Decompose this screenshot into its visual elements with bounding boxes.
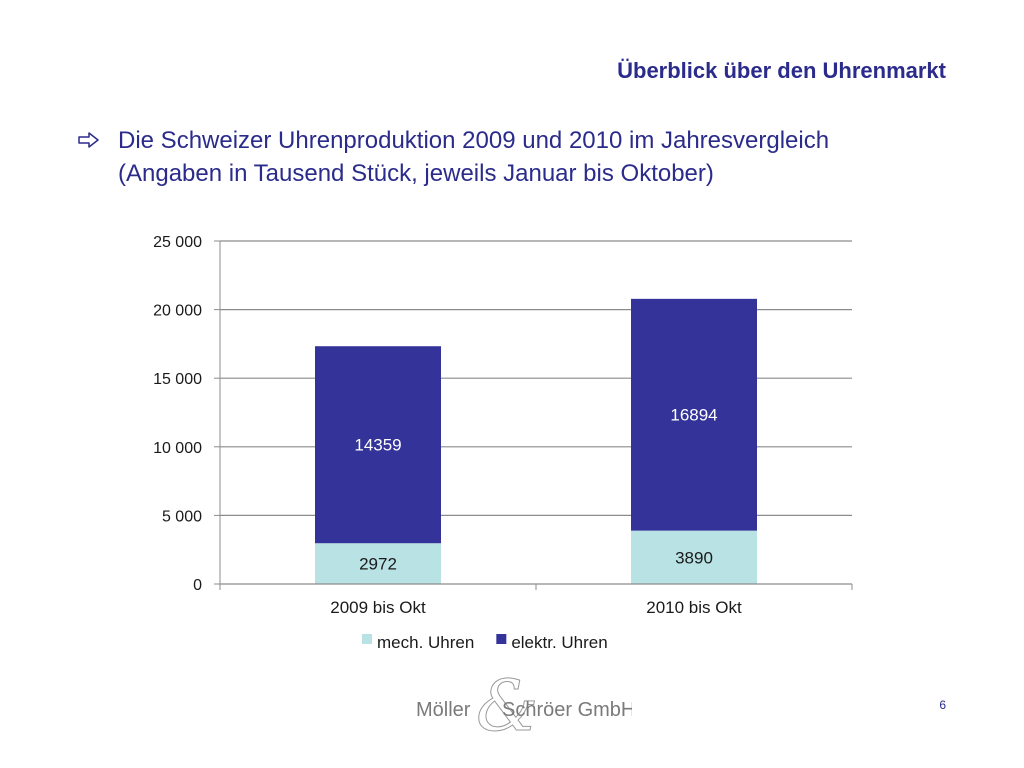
arrow-right-icon — [78, 124, 118, 190]
bullet-text: Die Schweizer Uhrenproduktion 2009 und 2… — [118, 124, 829, 190]
y-tick-label: 5 000 — [162, 508, 202, 525]
y-tick-label: 0 — [193, 577, 202, 594]
legend-swatch — [496, 634, 507, 644]
y-tick-label: 10 000 — [153, 440, 202, 457]
bars: 2972 14359 3890 16894 — [315, 298, 757, 584]
page-number: 6 — [939, 698, 946, 712]
legend-label: elektr. Uhren — [511, 633, 607, 652]
logo-text-right: Schröer GmbH — [502, 699, 632, 721]
x-tick-label: 2010 bis Okt — [646, 598, 742, 617]
y-tick-label: 25 000 — [153, 234, 202, 251]
slide-title: Überblick über den Uhrenmarkt — [617, 58, 946, 83]
bullet-line-1: Die Schweizer Uhrenproduktion 2009 und 2… — [118, 127, 830, 154]
company-logo: & Möller Schröer GmbH — [412, 665, 635, 748]
data-label: 16894 — [670, 406, 717, 425]
y-tick-label: 20 000 — [153, 303, 202, 320]
legend-item: mech. Uhren — [362, 633, 474, 652]
axes: 0 5 000 10 000 15 000 20 000 25 000 2009 bis O… — [153, 234, 853, 617]
bar-segment — [315, 346, 441, 544]
logo-ampersand: & — [476, 668, 538, 744]
bar-segment — [315, 543, 441, 584]
bar-segment — [631, 530, 757, 584]
bullet-point: Die Schweizer Uhrenproduktion 2009 und 2… — [78, 124, 829, 190]
y-tick-label: 15 000 — [153, 371, 202, 388]
legend-item: elektr. Uhren — [496, 633, 608, 652]
bullet-line-2: (Angaben in Tausend Stück, jeweils Janua… — [118, 160, 714, 187]
legend-swatch — [362, 634, 372, 644]
x-tick-label: 2009 bis Okt — [330, 598, 426, 617]
gridlines — [220, 240, 852, 517]
bar-segment — [631, 298, 757, 531]
data-label: 14359 — [354, 436, 401, 455]
legend-label: mech. Uhren — [377, 633, 474, 652]
data-label: 3890 — [675, 548, 713, 567]
chart-legend: mech. Uhren elektr. Uhren — [362, 633, 608, 652]
data-label: 2972 — [359, 555, 397, 574]
logo-text-left: Möller — [416, 699, 471, 721]
